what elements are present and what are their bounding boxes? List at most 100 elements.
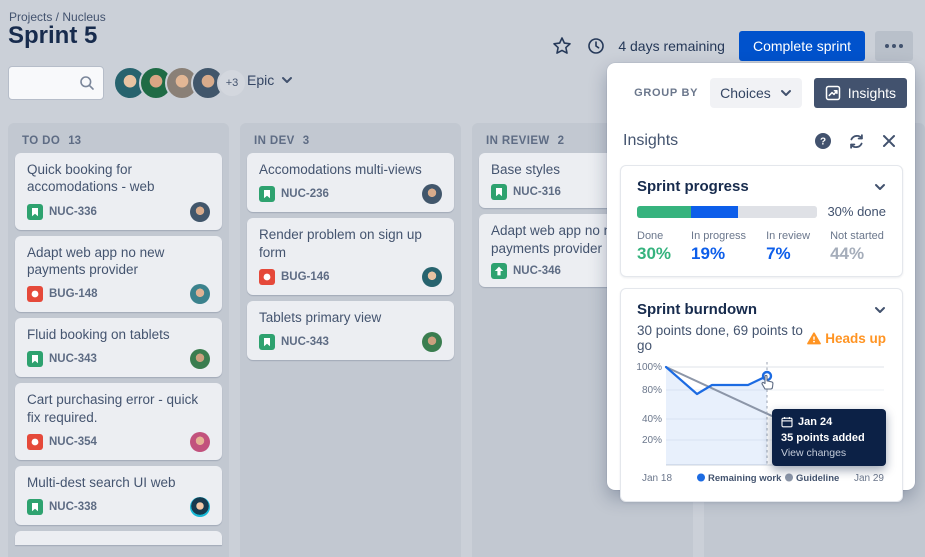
story-icon bbox=[259, 334, 275, 351]
issue-card[interactable]: Cart purchasing error - quick fix requir… bbox=[15, 383, 222, 460]
board-column-indev: IN DEV 3 Accomodations multi-views NUC-2… bbox=[240, 123, 461, 557]
chevron-down-icon bbox=[281, 76, 293, 84]
heads-up-alert[interactable]: Heads up bbox=[807, 331, 886, 346]
close-icon[interactable] bbox=[879, 131, 899, 151]
y-tick: 100% bbox=[637, 362, 662, 373]
insights-title: Insights bbox=[623, 132, 679, 149]
group-by-label: GROUP BY bbox=[634, 87, 699, 99]
board-column-todo: TO DO 13 Quick booking for accomodations… bbox=[8, 123, 229, 557]
panel-toolbar: GROUP BY Choices Insights bbox=[607, 63, 915, 108]
sprint-burndown-title: Sprint burndown bbox=[637, 301, 757, 318]
tooltip-view-changes-link[interactable]: View changes bbox=[781, 447, 847, 459]
issue-card[interactable]: Accomodations multi-views NUC-236 bbox=[247, 153, 454, 213]
avatar[interactable] bbox=[190, 201, 210, 222]
search-icon bbox=[79, 75, 95, 91]
story-icon bbox=[27, 499, 43, 516]
issue-key: NUC-236 bbox=[281, 188, 329, 201]
bug-icon bbox=[259, 268, 275, 285]
chart-tooltip: Jan 24 35 points added View changes bbox=[772, 409, 886, 466]
issue-card[interactable]: Tablets primary view NUC-343 bbox=[247, 300, 454, 361]
card-title: Adapt web app no new payments provider bbox=[27, 244, 165, 277]
group-by-dropdown[interactable]: Choices bbox=[710, 78, 802, 108]
avatar[interactable] bbox=[190, 349, 210, 370]
chevron-down-icon[interactable] bbox=[874, 183, 886, 191]
refresh-icon[interactable] bbox=[846, 131, 866, 151]
card-title: Adapt web app no new payments provider bbox=[491, 223, 629, 256]
issue-card[interactable]: Render problem on sign up form BUG-146 bbox=[247, 218, 454, 295]
issue-card[interactable]: Multi-dest search UI web NUC-338 bbox=[15, 465, 222, 526]
legend-dot-guideline bbox=[785, 473, 793, 482]
improvement-arrow-up-icon bbox=[491, 262, 507, 279]
insights-header: Insights ? bbox=[607, 108, 915, 159]
search-input[interactable] bbox=[8, 66, 104, 100]
avatar[interactable] bbox=[190, 497, 210, 518]
issue-card[interactable]: Quick booking for accomodations - web NU… bbox=[15, 153, 222, 230]
card-title: Render problem on sign up form bbox=[259, 227, 422, 260]
column-name: IN REVIEW bbox=[486, 135, 550, 147]
issue-key: BUG-146 bbox=[281, 270, 330, 283]
avatar[interactable] bbox=[422, 332, 442, 353]
issue-key: NUC-343 bbox=[281, 336, 329, 349]
y-tick: 40% bbox=[642, 414, 662, 425]
complete-sprint-button[interactable]: Complete sprint bbox=[738, 31, 865, 61]
column-header: IN DEV 3 bbox=[240, 123, 461, 147]
sprint-progress-title: Sprint progress bbox=[637, 178, 749, 195]
days-remaining: 4 days remaining bbox=[618, 38, 725, 54]
remaining-work-series bbox=[664, 365, 769, 396]
column-header: TO DO 13 bbox=[8, 123, 229, 147]
column-header: IN REVIEW 2 bbox=[472, 123, 693, 147]
card-title: Tablets primary view bbox=[259, 309, 382, 325]
avatar-group: +3 bbox=[113, 66, 247, 100]
stat-in-review: In review 7% bbox=[766, 230, 811, 263]
progress-segment-inprogress bbox=[691, 205, 739, 218]
warning-icon bbox=[807, 331, 822, 344]
column-count: 2 bbox=[557, 135, 565, 147]
issue-card[interactable]: Fluid booking on tablets NUC-343 bbox=[15, 318, 222, 378]
card-title: Multi-dest search UI web bbox=[27, 474, 176, 490]
heads-up-label: Heads up bbox=[825, 330, 886, 346]
issue-key: NUC-354 bbox=[49, 435, 97, 448]
card-title: Cart purchasing error - quick fix requir… bbox=[27, 392, 199, 425]
x-tick: Jan 29 bbox=[854, 473, 884, 484]
legend-remaining-work: Remaining work bbox=[708, 473, 782, 484]
avatar[interactable] bbox=[191, 66, 225, 100]
help-icon[interactable]: ? bbox=[813, 131, 833, 151]
more-icon[interactable] bbox=[875, 31, 913, 61]
cursor-hand-icon bbox=[758, 372, 777, 391]
issue-key: NUC-338 bbox=[49, 501, 97, 514]
search-field[interactable] bbox=[17, 74, 79, 92]
story-icon bbox=[491, 184, 507, 201]
issue-card[interactable] bbox=[15, 531, 222, 546]
y-tick: 20% bbox=[642, 435, 662, 446]
stat-done: Done 30% bbox=[637, 230, 672, 263]
avatar[interactable] bbox=[422, 266, 442, 287]
progress-segment-notstarted bbox=[738, 205, 818, 218]
chevron-down-icon[interactable] bbox=[874, 306, 886, 314]
card-title: Accomodations multi-views bbox=[259, 162, 422, 177]
stat-in-progress: In progress 19% bbox=[691, 230, 747, 263]
issue-key: NUC-346 bbox=[513, 264, 561, 277]
card-title: Fluid booking on tablets bbox=[27, 327, 170, 343]
column-count: 13 bbox=[68, 135, 82, 147]
group-by-value: Choices bbox=[720, 85, 771, 101]
avatar[interactable] bbox=[422, 184, 442, 205]
avatar[interactable] bbox=[190, 431, 210, 452]
star-icon[interactable] bbox=[550, 34, 574, 58]
stat-not-started: Not started 44% bbox=[830, 230, 884, 263]
insights-toggle-button[interactable]: Insights bbox=[813, 78, 907, 108]
app: { "page": { "breadcrumb": "Projects / Nu… bbox=[8, 10, 915, 546]
line-chart-icon bbox=[825, 85, 840, 101]
burndown-subtitle: 30 points done, 69 points to go bbox=[637, 323, 803, 353]
column-count: 3 bbox=[302, 135, 310, 147]
x-tick: Jan 18 bbox=[642, 473, 672, 484]
bug-icon bbox=[27, 286, 43, 303]
story-icon bbox=[27, 203, 43, 220]
issue-card[interactable]: Adapt web app no new payments provider B… bbox=[15, 235, 222, 313]
header-actions: 4 days remaining Complete sprint bbox=[550, 31, 913, 61]
avatar[interactable] bbox=[190, 284, 210, 305]
epic-filter-dropdown[interactable]: Epic bbox=[247, 72, 293, 88]
bug-icon bbox=[27, 433, 43, 450]
avatar-overflow-badge[interactable]: +3 bbox=[217, 68, 247, 98]
burndown-chart: 100% 80% 40% 20% Jan 18 Jan 29 Remaining… bbox=[637, 359, 886, 489]
breadcrumb[interactable]: Projects / Nucleus bbox=[9, 10, 106, 24]
